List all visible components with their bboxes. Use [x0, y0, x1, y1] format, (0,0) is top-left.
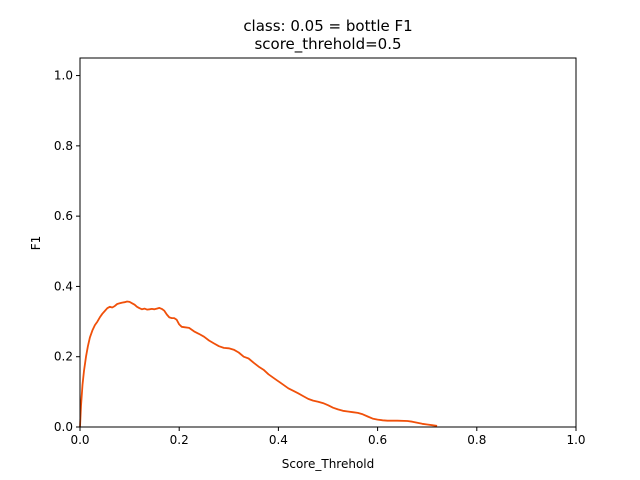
x-tick-label: 0.6 [368, 433, 387, 447]
x-tick-label: 0.4 [269, 433, 288, 447]
x-tick-label: 0.2 [170, 433, 189, 447]
x-tick-label: 0.0 [70, 433, 89, 447]
f1-series-line [79, 300, 438, 428]
y-tick-label: 0.0 [54, 420, 73, 434]
y-tick-label: 1.0 [54, 69, 73, 83]
y-tick-label: 0.6 [54, 209, 73, 223]
x-tick-label: 1.0 [566, 433, 585, 447]
x-axis-label: Score_Threhold [282, 457, 375, 471]
y-tick-label: 0.4 [54, 279, 73, 293]
y-axis-label: F1 [29, 236, 43, 251]
axes-frame [79, 57, 577, 428]
y-tick-label: 0.2 [54, 350, 73, 364]
y-tick-label: 0.8 [54, 139, 73, 153]
chart-subtitle: score_threhold=0.5 [254, 35, 401, 54]
chart-title: class: 0.05 = bottle F1 [243, 17, 412, 35]
x-tick-label: 0.8 [467, 433, 486, 447]
plot-area [79, 300, 438, 428]
axis-ticks: 0.0 0.2 0.4 0.6 0.8 1.0 0.0 0.2 0.4 0.6 0.8 1.0 [54, 69, 586, 447]
